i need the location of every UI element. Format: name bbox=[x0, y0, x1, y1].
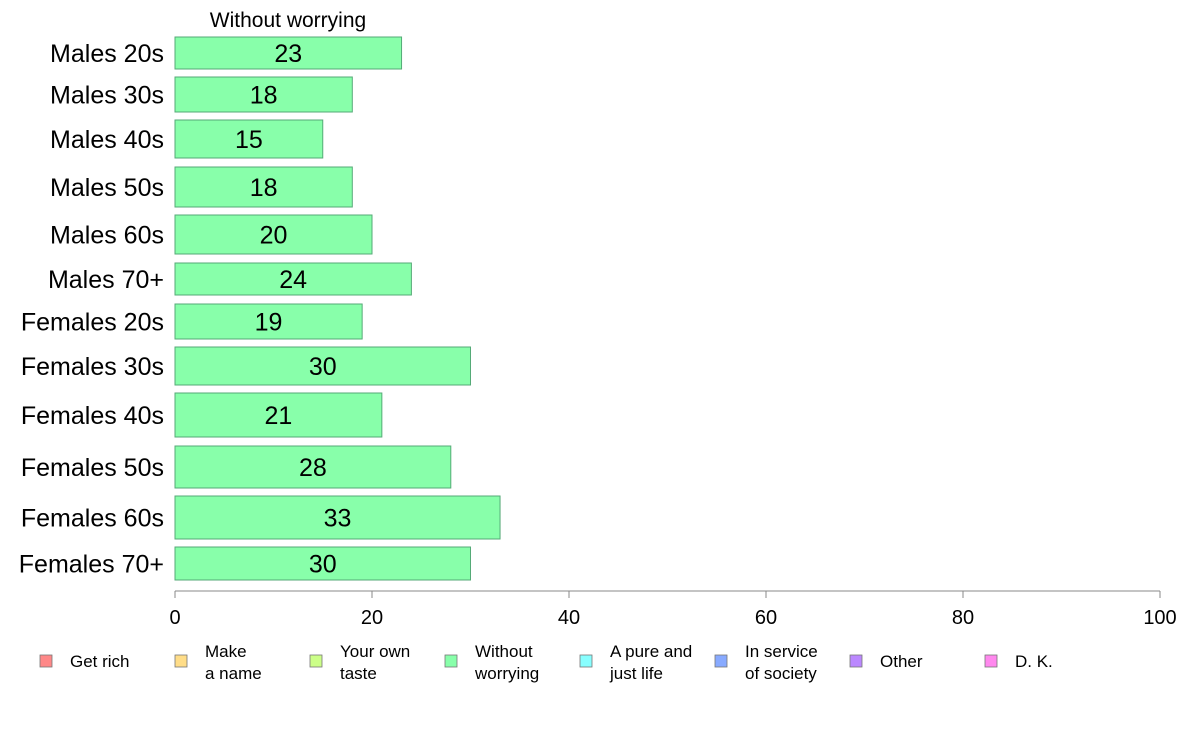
legend-label: Your own bbox=[340, 642, 410, 661]
legend-item: In service of society bbox=[714, 642, 818, 683]
bar bbox=[174, 392, 383, 438]
legend-label: Other bbox=[880, 652, 923, 671]
legend-item: Your own taste bbox=[309, 642, 410, 683]
legend-swatch bbox=[444, 654, 458, 668]
bar-row: Females 50s 28 bbox=[21, 445, 452, 489]
legend-label: A pure and bbox=[610, 642, 692, 661]
legend-swatch bbox=[579, 654, 593, 668]
bar-row: Females 20s 19 bbox=[21, 303, 363, 340]
category-label: Females 60s bbox=[21, 505, 164, 533]
category-label: Females 70+ bbox=[19, 551, 164, 579]
category-label: Females 50s bbox=[21, 454, 164, 482]
legend-label: a name bbox=[205, 664, 262, 683]
bar-value-label: 23 bbox=[274, 40, 302, 68]
bar bbox=[174, 346, 471, 386]
bar bbox=[174, 119, 324, 159]
bar-value-label: 15 bbox=[235, 126, 263, 154]
bar-row: Females 70+ 30 bbox=[19, 546, 471, 581]
legend-label: of society bbox=[745, 664, 817, 683]
bar-row: Females 30s 30 bbox=[21, 346, 471, 386]
bar-row: Males 70+ 24 bbox=[48, 262, 412, 296]
legend-item: D. K. bbox=[984, 652, 1053, 671]
legend-label: Without bbox=[475, 642, 533, 661]
bar bbox=[174, 495, 501, 540]
legend-item: Make a name bbox=[174, 642, 262, 683]
legend-label: taste bbox=[340, 664, 377, 683]
legend-swatch bbox=[174, 654, 188, 668]
bar bbox=[174, 76, 353, 113]
bar bbox=[174, 166, 353, 208]
category-label: Females 40s bbox=[21, 402, 164, 430]
category-label: Males 20s bbox=[50, 40, 164, 68]
category-label: Males 50s bbox=[50, 174, 164, 202]
bar-row: Females 60s 33 bbox=[21, 495, 501, 540]
bar-value-label: 30 bbox=[309, 551, 337, 579]
legend-swatch bbox=[849, 654, 863, 668]
bar-row: Females 40s 21 bbox=[21, 392, 383, 438]
legend-item: Get rich bbox=[39, 652, 130, 671]
bar bbox=[174, 36, 403, 70]
bar-value-label: 18 bbox=[250, 82, 278, 110]
legend-label: just life bbox=[609, 664, 663, 683]
legend-item: Without worrying bbox=[444, 642, 539, 683]
bar-value-label: 20 bbox=[260, 222, 288, 250]
legend-label: In service bbox=[745, 642, 818, 661]
bar-value-label: 18 bbox=[250, 174, 278, 202]
x-tick-label: 20 bbox=[361, 607, 383, 629]
x-tick-label: 100 bbox=[1143, 607, 1176, 629]
legend-item: A pure and just life bbox=[579, 642, 692, 683]
bars-group: Males 20s 23 Males 30s 18 Males 40s 15 Males 5… bbox=[19, 36, 501, 581]
legend: Get rich Make a name Your own taste Without wo… bbox=[39, 642, 1053, 683]
bar-value-label: 24 bbox=[279, 266, 307, 294]
bar bbox=[174, 445, 452, 489]
bar bbox=[174, 214, 373, 255]
bar-row: Males 20s 23 bbox=[50, 36, 403, 70]
x-tick-label: 0 bbox=[169, 607, 180, 629]
panel-title: Without worrying bbox=[210, 9, 366, 32]
bar-row: Males 40s 15 bbox=[50, 119, 324, 159]
category-label: Females 20s bbox=[21, 309, 164, 337]
legend-swatch bbox=[714, 654, 728, 668]
x-axis: 0 20 40 60 80 100 bbox=[169, 590, 1177, 629]
bar-row: Males 60s 20 bbox=[50, 214, 373, 255]
legend-swatch bbox=[39, 654, 53, 668]
bar-value-label: 19 bbox=[255, 309, 283, 337]
legend-label: Get rich bbox=[70, 652, 130, 671]
category-label: Males 70+ bbox=[48, 266, 164, 294]
legend-swatch bbox=[984, 654, 998, 668]
bar-row: Males 50s 18 bbox=[50, 166, 353, 208]
legend-item: Other bbox=[849, 652, 923, 671]
category-label: Males 30s bbox=[50, 82, 164, 110]
legend-label: D. K. bbox=[1015, 652, 1053, 671]
bar-value-label: 33 bbox=[324, 505, 352, 533]
bar-value-label: 28 bbox=[299, 454, 327, 482]
x-tick-label: 60 bbox=[755, 607, 777, 629]
bar bbox=[174, 546, 471, 581]
category-label: Females 30s bbox=[21, 353, 164, 381]
bar-row: Males 30s 18 bbox=[50, 76, 353, 113]
legend-label: worrying bbox=[474, 664, 539, 683]
category-label: Males 60s bbox=[50, 222, 164, 250]
bar bbox=[174, 303, 363, 340]
category-label: Males 40s bbox=[50, 126, 164, 154]
bar-value-label: 21 bbox=[265, 402, 293, 430]
bar-value-label: 30 bbox=[309, 353, 337, 381]
legend-swatch bbox=[309, 654, 323, 668]
x-tick-label: 80 bbox=[952, 607, 974, 629]
x-tick-label: 40 bbox=[558, 607, 580, 629]
legend-label: Make bbox=[205, 642, 247, 661]
bar bbox=[174, 262, 412, 296]
